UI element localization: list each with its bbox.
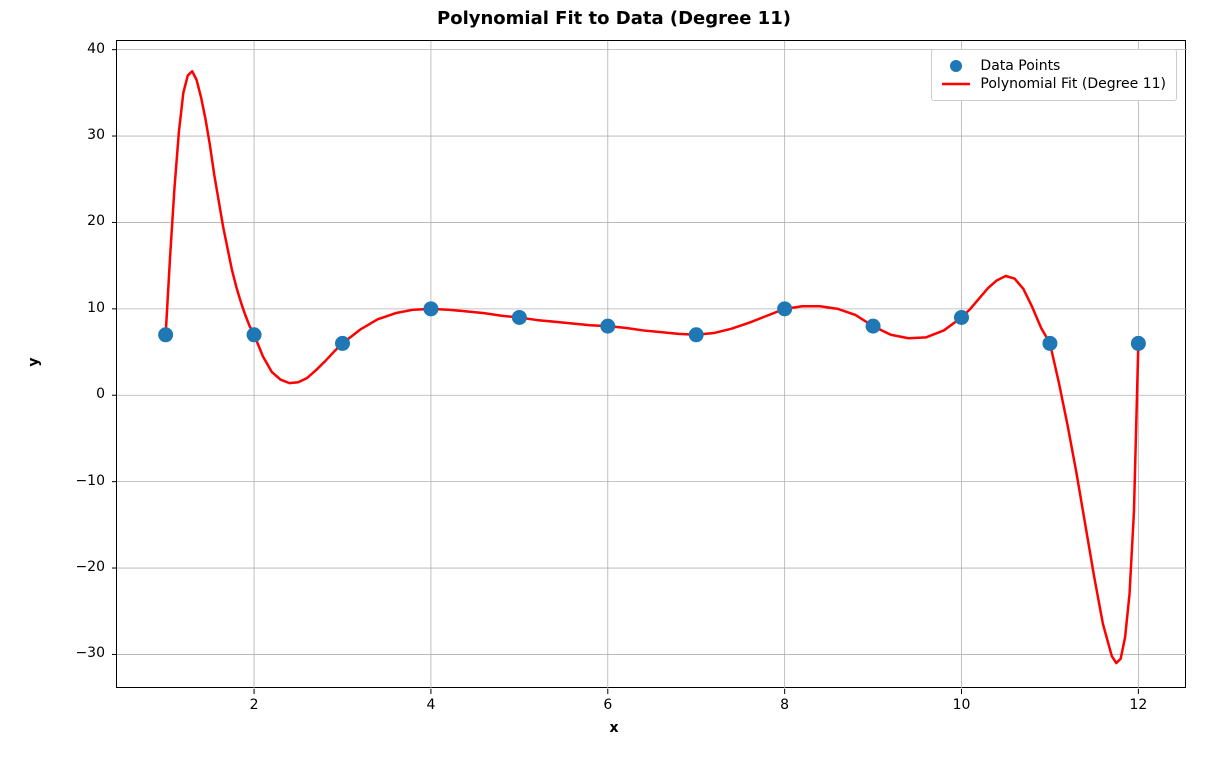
x-tick-label: 8 [775, 697, 795, 713]
polynomial-fit-line [166, 71, 1139, 663]
x-tick-label: 12 [1128, 697, 1148, 713]
y-tick-label: 10 [87, 300, 105, 316]
data-point-marker [1131, 336, 1145, 350]
y-tick-label: −30 [75, 645, 105, 661]
legend: Data Points Polynomial Fit (Degree 11) [931, 49, 1177, 101]
y-tick-label: −10 [75, 473, 105, 489]
legend-label: Polynomial Fit (Degree 11) [980, 76, 1166, 92]
x-tick-label: 4 [421, 697, 441, 713]
y-tick-label: 30 [87, 127, 105, 143]
data-point-marker [424, 302, 438, 316]
x-tick-label: 6 [598, 697, 618, 713]
data-point-marker [1043, 336, 1057, 350]
data-point-marker [512, 310, 526, 324]
data-point-marker [335, 336, 349, 350]
data-point-marker [601, 319, 615, 333]
chart-title: Polynomial Fit to Data (Degree 11) [0, 8, 1228, 29]
data-point-marker [866, 319, 880, 333]
data-point-marker [955, 310, 969, 324]
x-tick-label: 2 [244, 697, 264, 713]
x-tick-label: 10 [952, 697, 972, 713]
legend-item: Data Points [942, 58, 1166, 74]
y-tick-label: 20 [87, 213, 105, 229]
plot-svg [117, 41, 1187, 689]
y-axis-label: y [26, 352, 42, 372]
legend-label: Data Points [980, 58, 1060, 74]
chart-figure: Polynomial Fit to Data (Degree 11) y x D… [0, 0, 1228, 772]
y-tick-label: 40 [87, 41, 105, 57]
plot-area: Data PointsPolynomial Fit (Degree 11) 24… [116, 40, 1186, 688]
legend-item: Polynomial Fit (Degree 11) [942, 76, 1166, 92]
y-tick-label: 0 [96, 386, 105, 402]
legend-marker-icon [942, 59, 970, 73]
data-point-marker [778, 302, 792, 316]
data-point-marker [689, 328, 703, 342]
legend-line-icon [942, 77, 970, 91]
y-tick-label: −20 [75, 559, 105, 575]
data-point-marker [247, 328, 261, 342]
x-axis-label: x [0, 720, 1228, 736]
data-point-marker [159, 328, 173, 342]
